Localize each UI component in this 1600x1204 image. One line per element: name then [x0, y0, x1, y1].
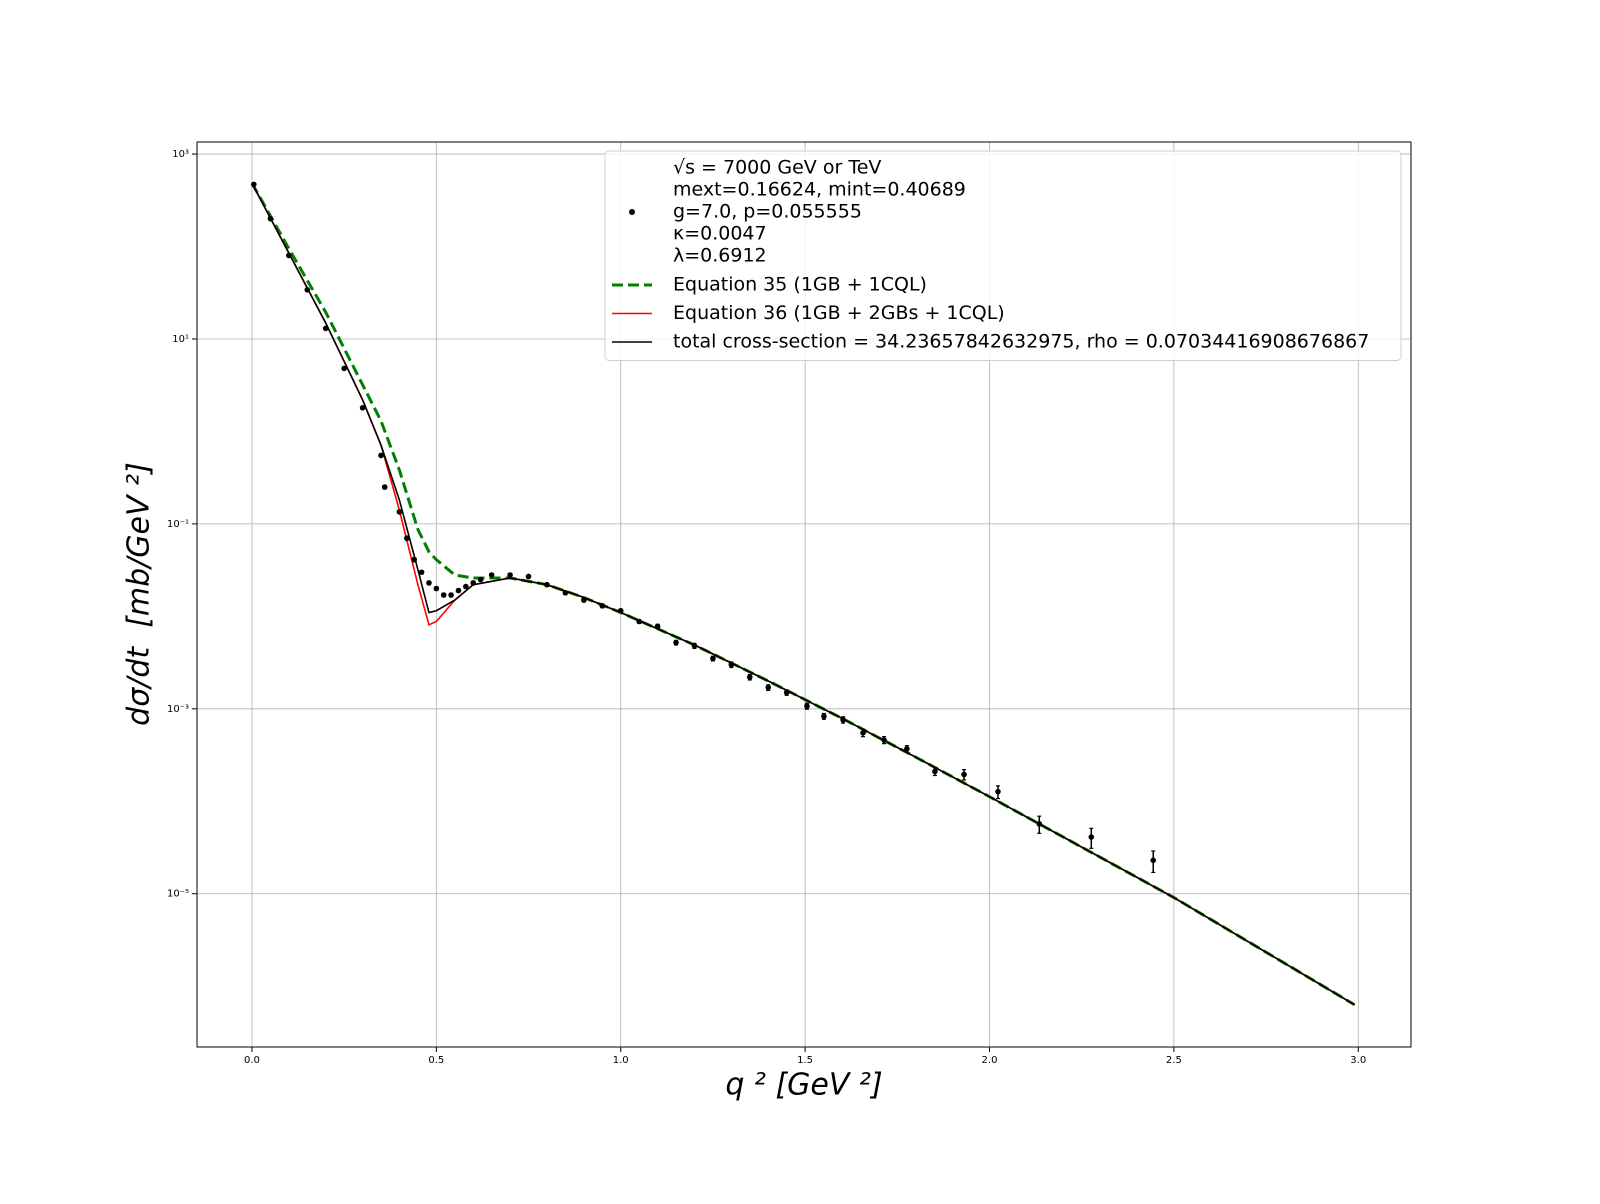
data-point: [455, 587, 462, 594]
data-point: [1150, 857, 1157, 864]
data-point: [904, 745, 910, 752]
data-point: [562, 589, 569, 596]
data-point: [581, 597, 587, 603]
legend-label: κ=0.0047: [673, 223, 767, 245]
legend-label: √s = 7000 GeV or TeV: [673, 157, 881, 179]
data-point: [961, 771, 967, 778]
data-point: [322, 325, 329, 332]
x-tick-label: 0.5: [428, 1055, 444, 1066]
y-tick-label: 10⁻³: [167, 704, 189, 715]
legend-label: Equation 36 (1GB + 2GBs + 1CQL): [673, 302, 1005, 324]
plot-area: [250, 181, 1356, 1007]
data-point: [804, 703, 810, 709]
data-point: [840, 717, 846, 723]
data-point: [1088, 834, 1095, 840]
data-point: [691, 643, 698, 649]
y-tick-label: 10⁻⁵: [167, 889, 189, 900]
y-tick-label: 10⁻¹: [167, 519, 189, 530]
y-tick-label: 10¹: [172, 334, 189, 345]
data-point: [765, 684, 772, 691]
x-tick-label: 2.0: [982, 1055, 998, 1066]
data-point: [860, 730, 866, 736]
data-point: [341, 365, 347, 372]
data-point: [783, 689, 790, 696]
data-point: [710, 655, 716, 662]
legend-label: mext=0.16624, mint=0.40689: [673, 179, 966, 201]
data-point: [426, 580, 432, 586]
data-point: [544, 581, 550, 588]
data-point: [673, 639, 679, 646]
data-point: [470, 580, 477, 586]
data-point: [728, 661, 735, 668]
x-tick-label: 1.5: [797, 1055, 813, 1066]
data-point: [440, 592, 447, 598]
data-point: [267, 215, 274, 222]
data-point: [821, 713, 827, 720]
data-point: [378, 452, 384, 459]
data-point: [381, 484, 388, 490]
data-point: [396, 509, 403, 515]
data-point: [250, 181, 257, 188]
data-point: [881, 737, 887, 743]
data-point: [507, 572, 513, 578]
data-point: [1036, 821, 1043, 827]
y-tick-label: 10³: [172, 149, 189, 160]
data-point: [654, 623, 661, 630]
data-point: [286, 252, 292, 259]
data-point: [599, 603, 606, 609]
data-point: [411, 556, 418, 563]
legend-box: [604, 150, 1402, 361]
data-point: [746, 674, 753, 680]
data-point: [304, 287, 311, 293]
x-tick-label: 3.0: [1350, 1055, 1366, 1066]
data-point: [418, 569, 425, 576]
x-tick-label: 2.5: [1166, 1055, 1182, 1066]
data-point: [359, 405, 366, 411]
data-point: [433, 585, 440, 592]
x-tick-label: 1.0: [613, 1055, 629, 1066]
data-point: [995, 788, 1001, 795]
legend-label: λ=0.6912: [673, 245, 767, 267]
data-point: [636, 618, 642, 625]
legend-label: Equation 35 (1GB + 1CQL): [673, 274, 927, 296]
data-point: [617, 607, 624, 614]
axes-frame: [196, 141, 1412, 1048]
y-axis-label: dσ/dt [mb/GeV ²]: [122, 462, 157, 726]
data-point: [525, 573, 532, 580]
series-line: [251, 182, 1355, 1006]
legend-marker: [629, 209, 635, 215]
data-point: [932, 768, 938, 775]
x-tick-label: 0.0: [244, 1055, 260, 1066]
x-axis-label: q ² [GeV ²]: [725, 1068, 882, 1103]
data-point: [477, 576, 484, 583]
legend-label: g=7.0, p=0.055555: [673, 201, 862, 223]
legend-label: total cross-section = 34.23657842632975,…: [673, 331, 1369, 353]
data-point: [463, 583, 469, 590]
data-point: [448, 592, 454, 598]
data-point: [404, 535, 410, 542]
data-point: [488, 572, 495, 578]
